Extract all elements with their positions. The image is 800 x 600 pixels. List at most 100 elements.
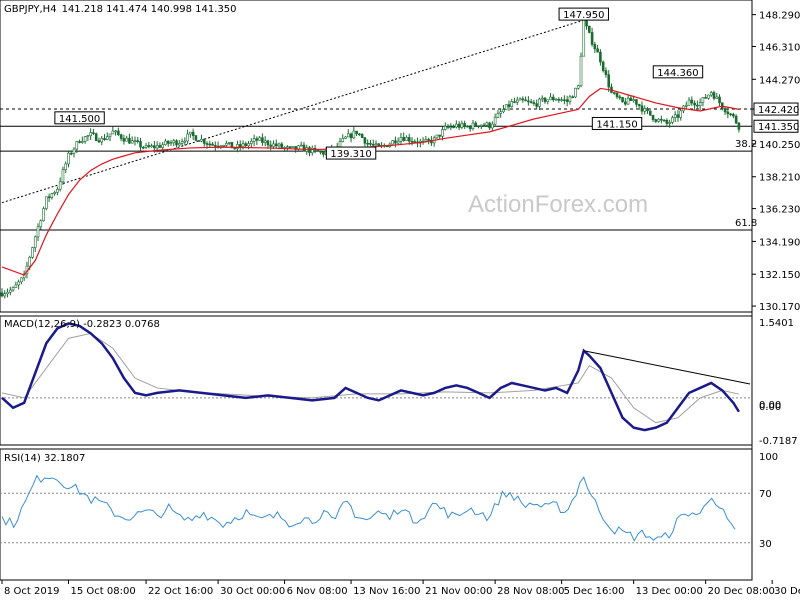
candle-body [391,140,394,145]
candle-body [238,144,242,148]
candle-body [402,137,406,141]
annotation-box-147-950 [558,7,609,21]
candle-body [371,143,375,146]
candle-body [621,97,624,103]
candle-body [64,163,68,171]
candle-body [654,119,658,122]
candle-body [427,139,430,141]
candle-body [715,96,719,99]
candle-body [125,137,128,142]
candle-body [671,117,674,123]
candle-body [499,111,502,114]
candle-body [709,92,713,96]
candle-body [252,138,256,142]
x-tick-label: 21 Nov 00:00 [425,586,492,597]
candle-body [355,130,358,135]
candle-body [349,133,353,139]
candle-body [582,19,586,57]
candle-body [299,144,303,147]
candle-body [122,138,126,142]
rsi-layer: 100 70 30 [0,452,778,550]
price-tag: 141.350 [758,122,799,133]
candle-body [424,139,428,142]
candle-body [507,104,511,107]
annotation-139-310: 139.310 [330,149,371,160]
candle-body [72,148,76,154]
candle-body [208,143,212,146]
candle-body [233,147,237,150]
candle-body [488,122,491,129]
candle-body [186,133,189,142]
candle-body [352,130,356,139]
candle-body [81,141,84,143]
candle-body [651,114,655,120]
candle-body [463,123,466,127]
candle-body [147,145,151,148]
candle-body [723,108,727,113]
candle-body [194,135,198,141]
candle-body [457,123,461,128]
candle-body [538,98,541,107]
macd-signal-line [1,332,740,424]
candle-body [14,284,18,288]
price-tag-box [753,119,799,133]
candle-body [485,122,489,126]
candle-body [11,287,15,291]
candle-body [67,152,70,165]
candle-body [701,97,705,103]
candle-body [39,220,43,228]
x-tick-label: 20 Dec 08:00 [708,586,775,597]
candle-body [241,143,245,148]
candle-body [377,143,381,147]
candle-body [286,146,289,148]
candle-body [676,114,680,118]
candle-body [36,226,40,238]
candle-body [571,96,574,99]
candle-body [410,140,414,143]
candle-body [155,145,159,149]
candle-body [729,113,732,116]
candle-body [535,103,538,107]
candle-body [673,114,677,118]
annotation-box-141-500 [54,111,105,125]
candle-body [114,130,117,133]
watermark: ActionForex.com [468,191,648,218]
candle-body [693,102,696,106]
candle-body [643,108,647,112]
annotation-147-950: 147.950 [563,10,604,21]
candle-body [175,140,178,146]
candle-body [637,104,641,107]
candle-body [452,126,455,129]
candle-body [338,141,342,148]
candle-body [576,85,580,89]
candle-body [89,132,92,137]
rsi-y-label-100: 100 [759,452,778,463]
x-tick-label: 22 Oct 16:00 [148,586,213,597]
candle-body [97,140,101,143]
annotation-box-141-150 [591,116,643,130]
candle-body [515,99,519,103]
candle-body [563,99,566,101]
candle-body [250,140,253,144]
candle-body [310,147,314,154]
candle-body [86,135,90,138]
candle-body [105,136,109,140]
candle-body [554,98,558,101]
candle-body [734,115,738,124]
y-tick-label-146-310: 146.310 [759,42,800,53]
candle-body [668,122,671,124]
candle-body [396,140,400,144]
candle-body [513,101,516,103]
price-layer: 38.2 61.8 147.950 144.360 141.500 141.150 139.… [0,7,800,313]
candle-body [172,140,176,143]
candle-body [524,99,527,102]
x-tick-label: 13 Dec 00:00 [636,586,703,597]
candle-body [540,97,544,100]
candle-body [263,140,267,143]
candle-body [153,145,156,149]
x-tick-label: 30 Oct 00:00 [220,586,285,597]
candle-body [169,142,173,144]
candle-body [302,144,306,152]
candle-body [449,126,453,129]
annotation-box-139-310 [325,146,377,160]
